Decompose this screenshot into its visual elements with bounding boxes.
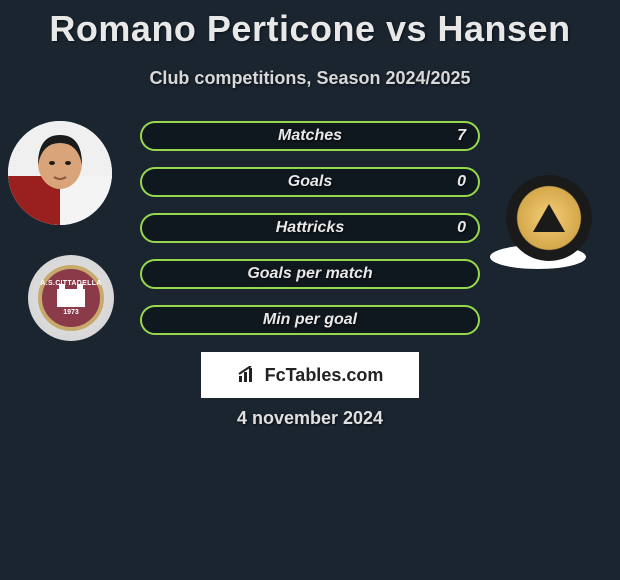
club-right-logo <box>506 175 592 261</box>
stat-row-matches: Matches 7 <box>140 121 480 151</box>
stats-list: Matches 7 Goals 0 Hattricks 0 Goals per … <box>140 121 480 351</box>
stat-row-goals-per-match: Goals per match <box>140 259 480 289</box>
stat-right-value: 0 <box>457 173 466 191</box>
stat-row-goals: Goals 0 <box>140 167 480 197</box>
stat-label: Goals per match <box>247 265 372 283</box>
stat-label: Hattricks <box>276 219 344 237</box>
date-label: 4 november 2024 <box>0 408 620 429</box>
male-portrait-icon <box>8 121 112 225</box>
page-subtitle: Club competitions, Season 2024/2025 <box>0 68 620 89</box>
bar-chart-icon <box>237 366 259 384</box>
stat-row-hattricks: Hattricks 0 <box>140 213 480 243</box>
stat-row-min-per-goal: Min per goal <box>140 305 480 335</box>
comparison-area: A.S.CITTADELLA 1973 Matches 7 Goals 0 Ha… <box>0 119 620 369</box>
cittadella-crest-icon: A.S.CITTADELLA 1973 <box>38 265 104 331</box>
page-title: Romano Perticone vs Hansen <box>0 0 620 50</box>
stat-right-value: 0 <box>457 219 466 237</box>
brand-box: FcTables.com <box>201 352 419 398</box>
brand-label: FcTables.com <box>265 365 384 386</box>
stat-label: Min per goal <box>263 311 357 329</box>
player-left-avatar <box>8 121 112 225</box>
stat-label: Goals <box>288 173 332 191</box>
stat-label: Matches <box>278 127 342 145</box>
palermo-eagle-icon <box>512 181 586 255</box>
club-left-logo: A.S.CITTADELLA 1973 <box>28 255 114 341</box>
stat-right-value: 7 <box>457 127 466 145</box>
